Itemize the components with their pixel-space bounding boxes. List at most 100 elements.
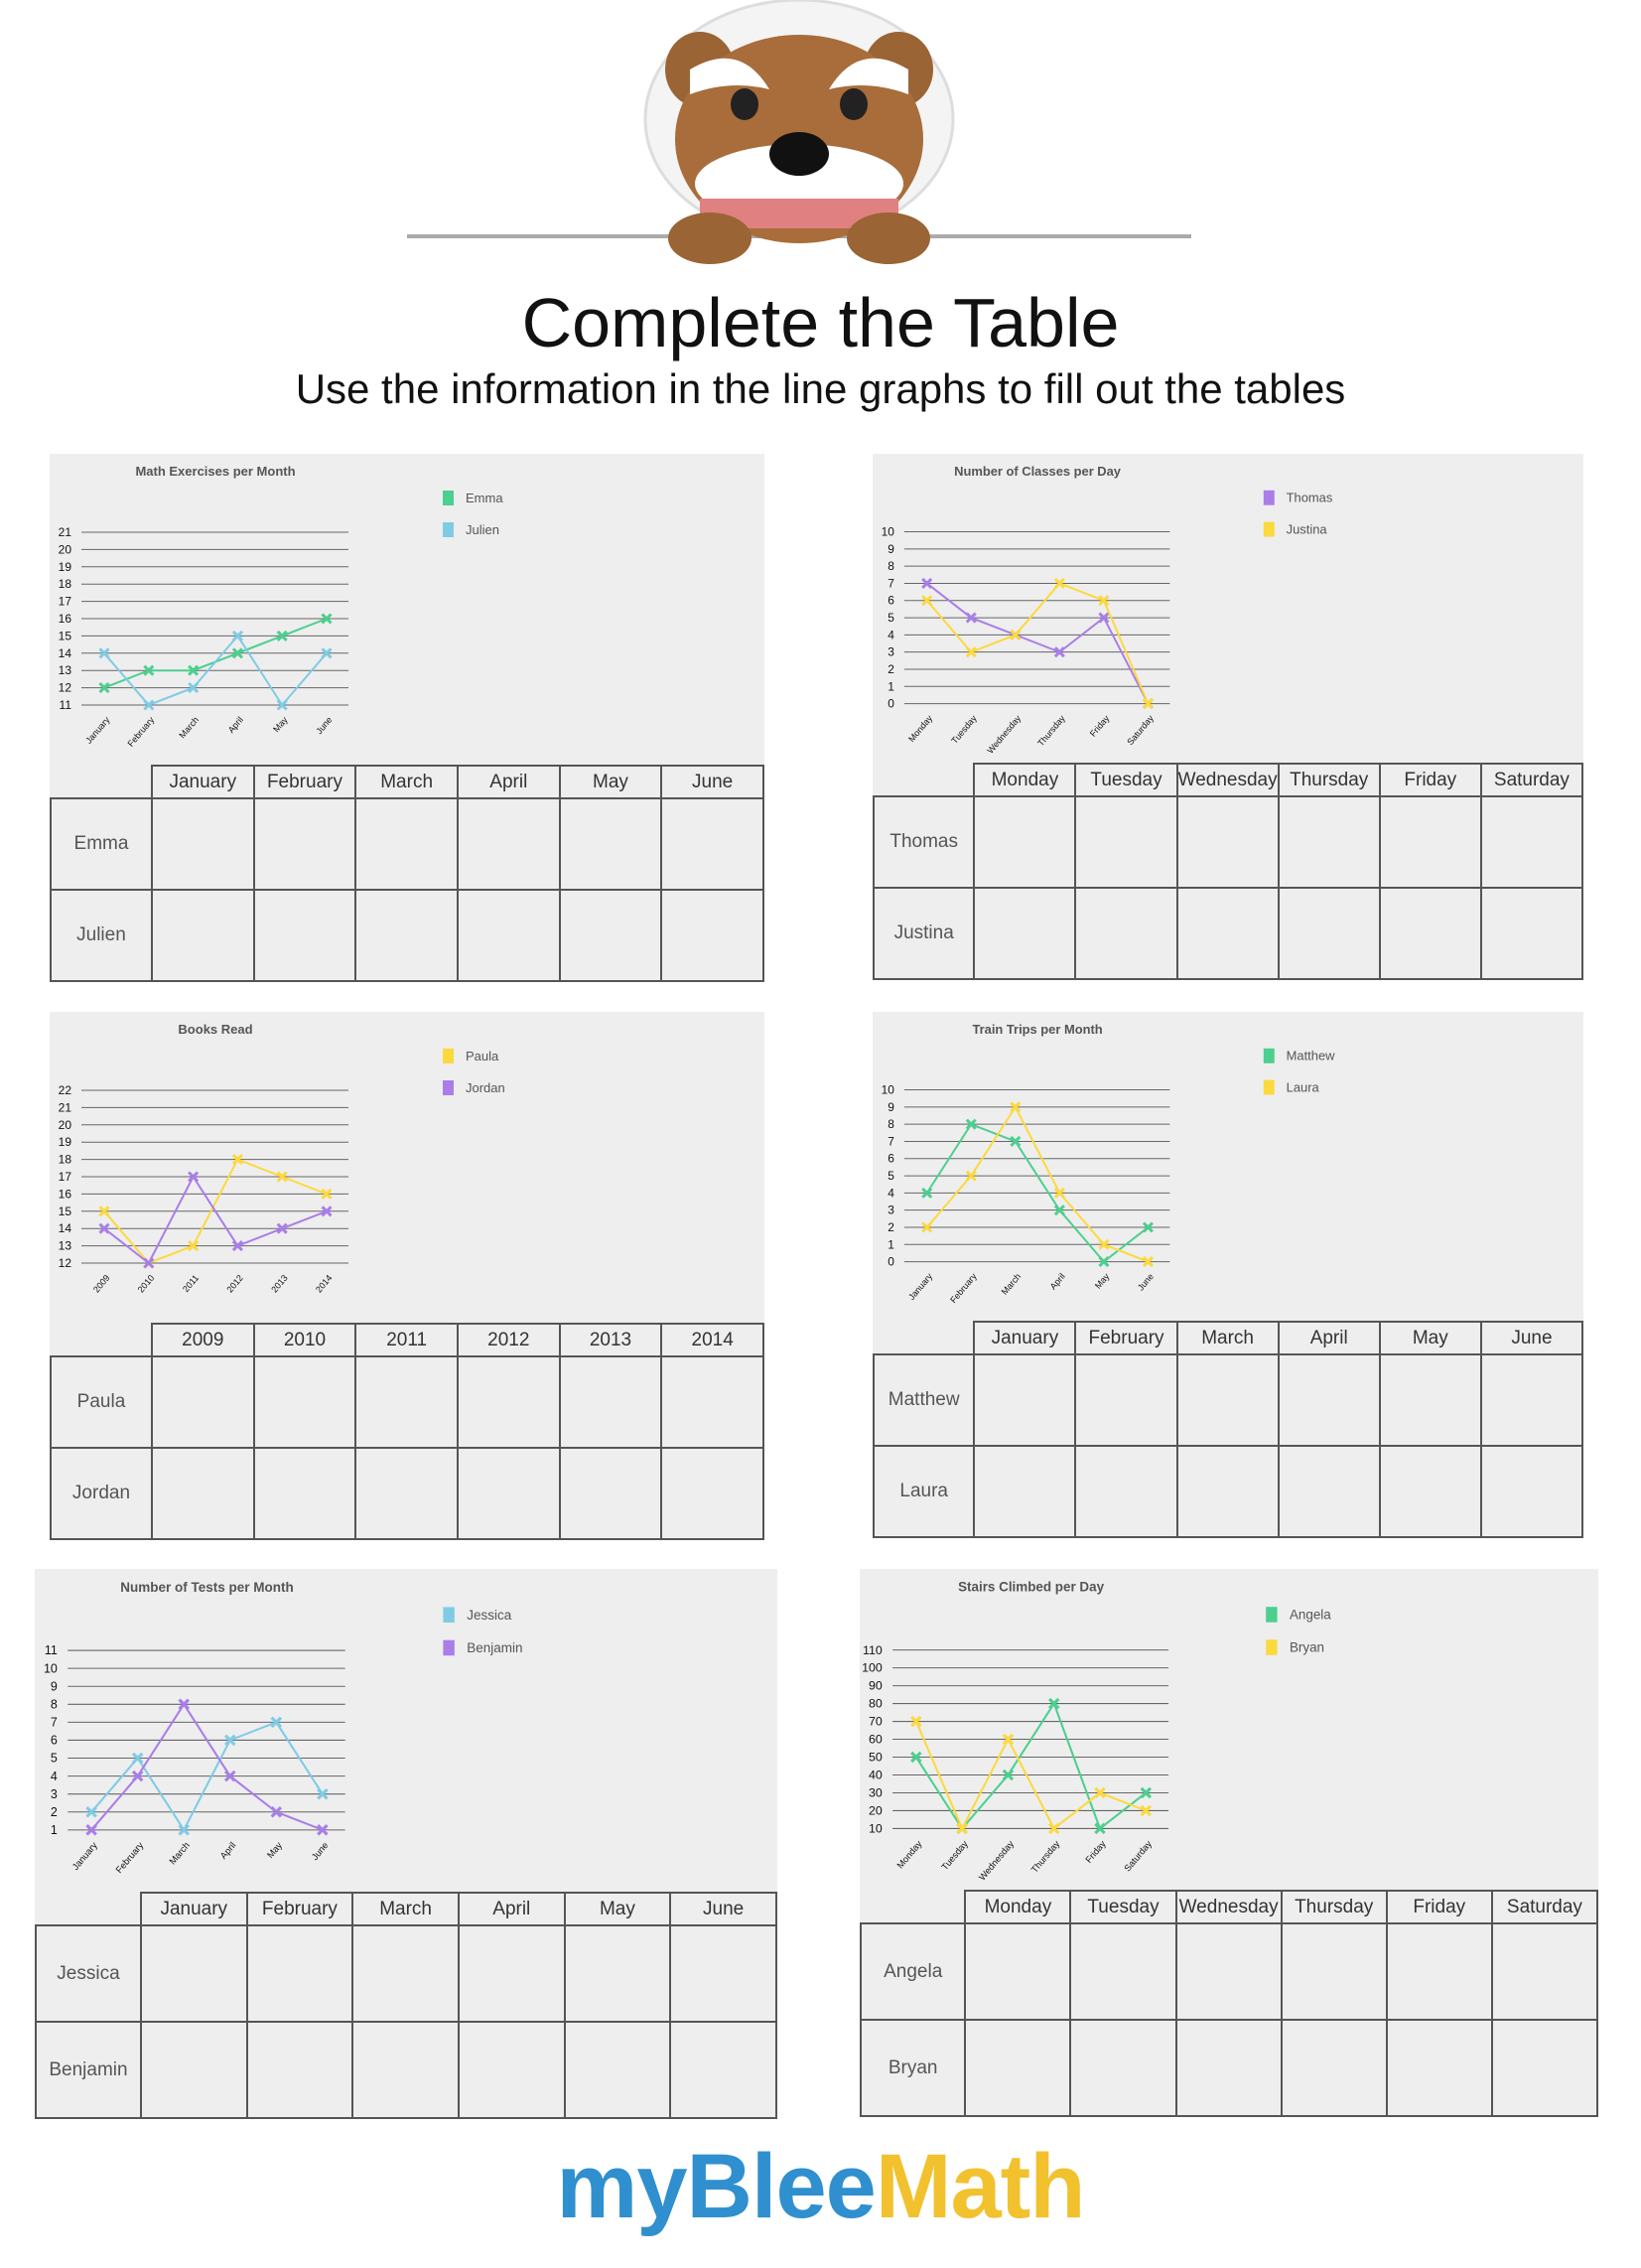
answer-cell[interactable]	[351, 2021, 460, 2120]
legend-swatch	[1266, 1639, 1278, 1655]
answer-cell[interactable]	[964, 2019, 1072, 2118]
answer-cell[interactable]	[456, 1355, 561, 1449]
answer-cell[interactable]	[245, 1924, 354, 2024]
answer-cell[interactable]	[456, 797, 561, 891]
marker-stroke	[1053, 1205, 1065, 1216]
answer-cell[interactable]	[1277, 1353, 1381, 1448]
answer-cell[interactable]	[150, 797, 255, 891]
y-tick-label: 100	[862, 1661, 883, 1675]
answer-cell[interactable]	[1378, 887, 1482, 981]
answer-cell[interactable]	[1277, 1445, 1381, 1539]
answer-cell[interactable]	[1479, 795, 1584, 890]
answer-cell[interactable]	[354, 1355, 459, 1449]
data-point-x-marker	[270, 1716, 283, 1729]
series-line-paula	[103, 1158, 328, 1265]
marker-stroke	[85, 1805, 97, 1818]
legend-label: Matthew	[1287, 1049, 1335, 1063]
answer-cell[interactable]	[1378, 1353, 1482, 1448]
y-tick-label: 6	[888, 1152, 894, 1166]
answer-cell[interactable]	[252, 797, 357, 891]
answer-cell[interactable]	[245, 2021, 354, 2120]
y-tick-label: 20	[59, 1118, 72, 1132]
answer-cell[interactable]	[252, 889, 357, 982]
answer-cell[interactable]	[139, 2021, 248, 2120]
answer-cell[interactable]	[1479, 887, 1584, 981]
answer-cell[interactable]	[1174, 1922, 1283, 2022]
table-row-label: Justina	[872, 887, 976, 981]
answer-cell[interactable]	[973, 795, 1077, 890]
answer-cell[interactable]	[563, 1924, 672, 2024]
answer-cell[interactable]	[669, 1924, 777, 2024]
answer-cell[interactable]	[1490, 1922, 1599, 2022]
answer-cell[interactable]	[354, 889, 459, 982]
marker-stroke	[1098, 595, 1110, 607]
answer-cell[interactable]	[1490, 2019, 1599, 2118]
answer-cell[interactable]	[252, 1355, 357, 1449]
data-point-x-marker	[1098, 612, 1110, 624]
answer-cell[interactable]	[354, 1447, 459, 1540]
data-point-x-marker	[131, 1770, 144, 1782]
answer-cell[interactable]	[1280, 2019, 1388, 2118]
answer-cell[interactable]	[1069, 1922, 1177, 2022]
table-row: Bryan	[859, 2019, 1599, 2118]
answer-cell[interactable]	[150, 1355, 255, 1449]
answer-cell[interactable]	[456, 889, 561, 982]
answer-cell[interactable]	[973, 1445, 1077, 1539]
y-tick-label: 8	[888, 1117, 894, 1131]
y-tick-label: 4	[888, 1186, 894, 1200]
answer-cell[interactable]	[1175, 887, 1280, 981]
data-point-x-marker	[1098, 1238, 1110, 1250]
answer-cell[interactable]	[1175, 1445, 1280, 1539]
answer-cell[interactable]	[1277, 887, 1381, 981]
answer-cell[interactable]	[457, 2021, 566, 2120]
marker-stroke	[188, 664, 200, 676]
answer-cell[interactable]	[150, 1447, 255, 1540]
table-column-header: February	[245, 1892, 354, 1927]
table-header-row: Monday Tuesday Wednesday Thursday Friday Satu…	[874, 763, 1584, 798]
y-tick-label: 21	[59, 1100, 72, 1114]
answer-cell[interactable]	[1385, 2019, 1493, 2118]
table-row: Jordan	[50, 1447, 764, 1540]
answer-cell[interactable]	[1174, 2019, 1283, 2118]
answer-cell[interactable]	[973, 887, 1077, 981]
answer-cell[interactable]	[660, 1355, 764, 1449]
answer-cell[interactable]	[1074, 887, 1178, 981]
line-chart: Stairs Climbed per Day 10 20 30 40 50 60 70 80 90…	[862, 1580, 1331, 1883]
answer-cell[interactable]	[456, 1447, 561, 1540]
answer-cell[interactable]	[1069, 2019, 1177, 2118]
answer-cell[interactable]	[1385, 1922, 1493, 2022]
answer-cell[interactable]	[150, 889, 255, 982]
answer-cell[interactable]	[1479, 1445, 1584, 1539]
answer-cell[interactable]	[660, 1447, 764, 1540]
answer-cell[interactable]	[558, 1447, 663, 1540]
answer-cell[interactable]	[660, 889, 764, 982]
answer-cell[interactable]	[558, 797, 663, 891]
answer-cell[interactable]	[660, 797, 764, 891]
answer-cell[interactable]	[252, 1447, 357, 1540]
answer-cell[interactable]	[964, 1922, 1072, 2022]
marker-stroke	[1010, 1135, 1022, 1147]
data-point-x-marker	[85, 1805, 97, 1818]
answer-cell[interactable]	[1280, 1922, 1388, 2022]
answer-cell[interactable]	[558, 889, 663, 982]
answer-cell[interactable]	[1074, 1353, 1178, 1448]
answer-cell[interactable]	[1378, 795, 1482, 890]
answer-cell[interactable]	[139, 1924, 248, 2024]
x-tick-label: 2011	[181, 1273, 201, 1294]
answer-cell[interactable]	[351, 1924, 460, 2024]
answer-cell[interactable]	[354, 797, 459, 891]
answer-cell[interactable]	[973, 1353, 1077, 1448]
data-point-x-marker	[317, 1787, 329, 1800]
answer-cell[interactable]	[1378, 1445, 1482, 1539]
answer-cell[interactable]	[1074, 795, 1178, 890]
answer-cell[interactable]	[1479, 1353, 1584, 1448]
answer-cell[interactable]	[1074, 1445, 1178, 1539]
answer-cell[interactable]	[669, 2021, 777, 2120]
answer-cell[interactable]	[1175, 795, 1280, 890]
answer-cell[interactable]	[1277, 795, 1381, 890]
answer-cell[interactable]	[457, 1924, 566, 2024]
answer-cell[interactable]	[1175, 1353, 1280, 1448]
answer-cell[interactable]	[563, 2021, 672, 2120]
data-point-x-marker	[921, 595, 933, 607]
answer-cell[interactable]	[558, 1355, 663, 1449]
